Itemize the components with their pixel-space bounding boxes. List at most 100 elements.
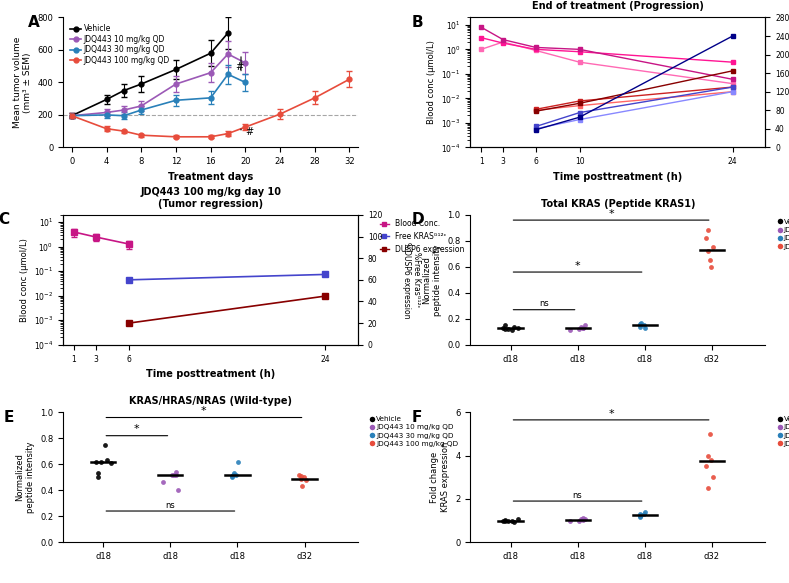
Text: ns: ns: [166, 501, 175, 510]
Point: [707, 473, 720, 482]
Y-axis label: Normalized
peptide intensity: Normalized peptide intensity: [15, 441, 35, 513]
Point: [705, 262, 717, 272]
Text: C: C: [0, 212, 9, 227]
Point: [634, 321, 646, 330]
Point: [707, 243, 720, 252]
Point: [92, 473, 104, 482]
Point: [573, 516, 585, 525]
Point: [101, 456, 114, 465]
Point: [639, 323, 652, 332]
Point: [296, 482, 308, 491]
Text: *: *: [134, 424, 140, 434]
Point: [226, 473, 239, 482]
Text: ns: ns: [539, 300, 549, 308]
Point: [295, 474, 308, 483]
Point: [634, 319, 646, 329]
Point: [578, 323, 590, 332]
X-axis label: Treatment days: Treatment days: [168, 171, 253, 182]
Point: [573, 325, 585, 334]
Text: *: *: [574, 261, 581, 271]
Text: F: F: [411, 410, 421, 425]
Point: [506, 326, 518, 335]
Point: [506, 516, 518, 525]
Text: A: A: [28, 15, 39, 30]
Point: [231, 457, 244, 466]
Point: [702, 226, 715, 235]
Y-axis label: Fold change
KRAS expression: Fold change KRAS expression: [430, 442, 450, 512]
Title: Total KRAS (Peptide KRAS1): Total KRAS (Peptide KRAS1): [540, 199, 695, 209]
Point: [563, 517, 576, 526]
Point: [499, 517, 511, 526]
Y-axis label: Blood conc (µmol/L): Blood conc (µmol/L): [20, 238, 28, 322]
Point: [702, 451, 715, 460]
Legend: Vehicle, JDQ443 10 mg/kg QD, JDQ443 30 mg/kg QD, JDQ443 100 mg/kg QD: Vehicle, JDQ443 10 mg/kg QD, JDQ443 30 m…: [775, 216, 789, 252]
Point: [170, 470, 182, 479]
Point: [705, 455, 717, 465]
X-axis label: Time posttreatment (h): Time posttreatment (h): [553, 171, 682, 182]
Point: [703, 256, 716, 265]
Point: [638, 321, 650, 330]
Point: [578, 514, 590, 523]
Legend: Vehicle, JDQ443 10 mg/kg QD, JDQ443 30 mg/kg QD, JDQ443 100 mg/kg QD: Vehicle, JDQ443 10 mg/kg QD, JDQ443 30 m…: [775, 413, 789, 450]
Point: [300, 475, 312, 484]
Point: [634, 510, 646, 519]
Point: [156, 478, 169, 487]
Legend: Vehicle, JDQ443 10 mg/kg QD, JDQ443 30 mg/kg QD, JDQ443 100 mg/kg QD: Vehicle, JDQ443 10 mg/kg QD, JDQ443 30 m…: [368, 413, 462, 450]
Point: [230, 470, 243, 479]
Point: [638, 510, 650, 519]
Text: *: *: [608, 409, 614, 419]
Point: [226, 470, 239, 479]
Point: [634, 322, 646, 331]
Point: [295, 471, 308, 480]
Title: End of treatment (Progression): End of treatment (Progression): [532, 1, 704, 11]
Point: [634, 511, 646, 521]
Point: [499, 515, 511, 525]
Point: [497, 323, 510, 332]
Point: [511, 515, 524, 524]
Point: [639, 507, 652, 517]
Point: [700, 234, 712, 243]
Point: [511, 323, 524, 332]
Point: [703, 429, 716, 438]
Point: [577, 515, 589, 525]
Point: [574, 322, 587, 331]
Y-axis label: %Free Krasᴳ¹²ᶜ
%DUSP6 expression: %Free Krasᴳ¹²ᶜ %DUSP6 expression: [402, 241, 421, 318]
Point: [167, 470, 180, 479]
Legend: Blood Conc., Free KRASᴳ¹²ᶜ, DUSP6 expression: Blood Conc., Free KRASᴳ¹²ᶜ, DUSP6 expres…: [376, 216, 468, 257]
Text: #: #: [235, 62, 243, 72]
X-axis label: Time posttreatment (h): Time posttreatment (h): [146, 369, 275, 379]
Point: [635, 511, 648, 520]
Text: E: E: [4, 410, 14, 425]
Point: [228, 469, 241, 478]
Title: JDQ443 100 mg/kg day 10
(Tumor regression): JDQ443 100 mg/kg day 10 (Tumor regressio…: [140, 187, 281, 209]
Point: [166, 470, 178, 479]
Text: *: *: [201, 406, 207, 416]
Point: [497, 517, 510, 526]
Point: [499, 321, 511, 330]
Point: [702, 247, 715, 256]
Legend: Vehicle, JDQ443 10 mg/kg QD, JDQ443 30 mg/kg QD, JDQ443 100 mg/kg QD: Vehicle, JDQ443 10 mg/kg QD, JDQ443 30 m…: [67, 22, 173, 68]
Point: [170, 468, 182, 477]
Y-axis label: Normalized
peptide intensity: Normalized peptide intensity: [422, 244, 442, 315]
Text: #: #: [245, 127, 254, 136]
Y-axis label: Blood conc (µmol/L): Blood conc (µmol/L): [427, 40, 436, 124]
Text: B: B: [411, 15, 423, 30]
Point: [563, 326, 576, 335]
Title: KRAS/HRAS/NRAS (Wild-type): KRAS/HRAS/NRAS (Wild-type): [129, 396, 292, 406]
Point: [702, 483, 715, 493]
Point: [104, 458, 117, 468]
Point: [226, 471, 238, 480]
Point: [635, 318, 648, 328]
Text: D: D: [411, 212, 424, 227]
Point: [95, 457, 107, 466]
Point: [172, 486, 185, 495]
Point: [499, 325, 511, 334]
Y-axis label: Mean tumor volume
(mm³ ± SEM): Mean tumor volume (mm³ ± SEM): [13, 37, 32, 128]
Point: [90, 457, 103, 466]
Point: [634, 512, 646, 522]
Point: [579, 321, 592, 330]
Point: [502, 516, 514, 525]
Point: [293, 470, 305, 479]
Point: [92, 469, 104, 478]
Point: [99, 440, 111, 449]
